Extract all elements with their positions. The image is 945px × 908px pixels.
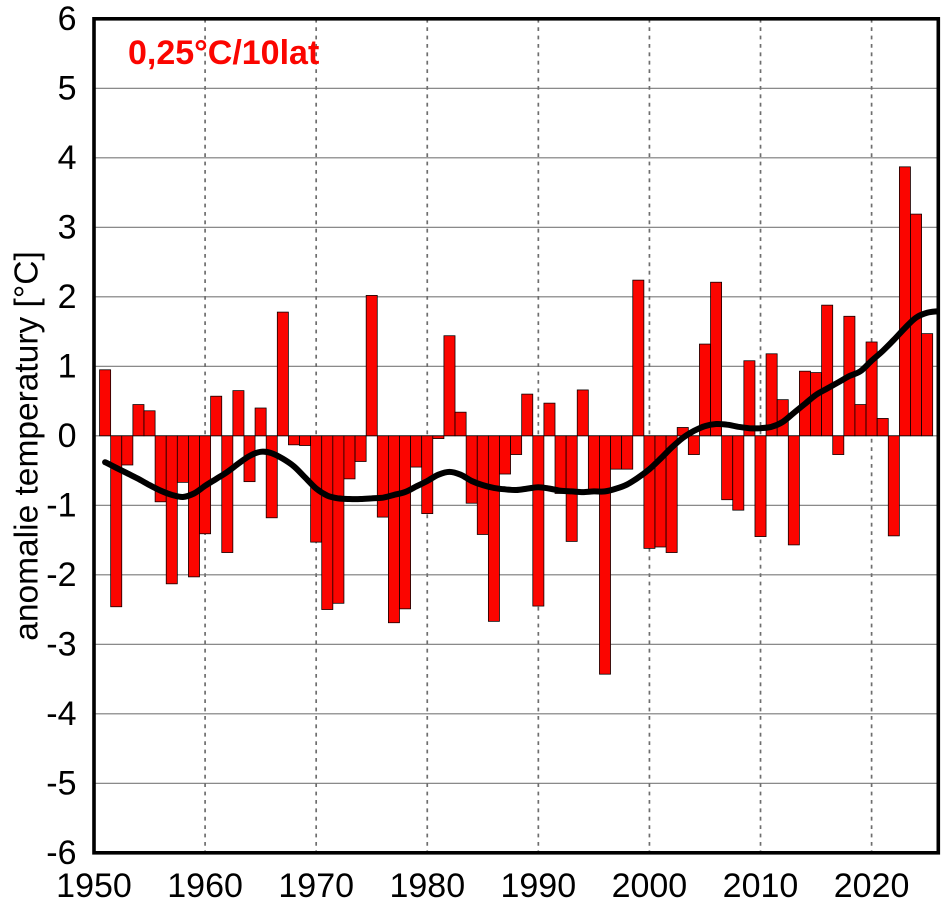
- svg-text:1: 1: [58, 347, 77, 385]
- svg-text:4: 4: [58, 139, 77, 177]
- svg-text:6: 6: [58, 0, 77, 38]
- svg-text:0,25°C/10lat: 0,25°C/10lat: [128, 34, 319, 72]
- svg-text:-4: -4: [46, 695, 76, 733]
- svg-text:-3: -3: [46, 625, 76, 663]
- svg-text:3: 3: [58, 208, 77, 246]
- svg-text:0: 0: [58, 417, 77, 455]
- svg-text:2020: 2020: [834, 867, 910, 905]
- svg-text:1970: 1970: [278, 867, 354, 905]
- svg-text:-2: -2: [46, 556, 76, 594]
- svg-text:-5: -5: [46, 764, 76, 802]
- svg-text:2000: 2000: [612, 867, 688, 905]
- svg-text:-1: -1: [46, 486, 76, 524]
- svg-text:anomalie temperatury [°C]: anomalie temperatury [°C]: [9, 251, 46, 641]
- svg-text:2: 2: [58, 278, 77, 316]
- svg-text:5: 5: [58, 69, 77, 107]
- svg-text:1980: 1980: [389, 867, 465, 905]
- svg-text:2010: 2010: [723, 867, 799, 905]
- svg-text:-6: -6: [46, 834, 76, 872]
- svg-text:1990: 1990: [500, 867, 576, 905]
- svg-text:1950: 1950: [56, 867, 132, 905]
- svg-text:1960: 1960: [167, 867, 243, 905]
